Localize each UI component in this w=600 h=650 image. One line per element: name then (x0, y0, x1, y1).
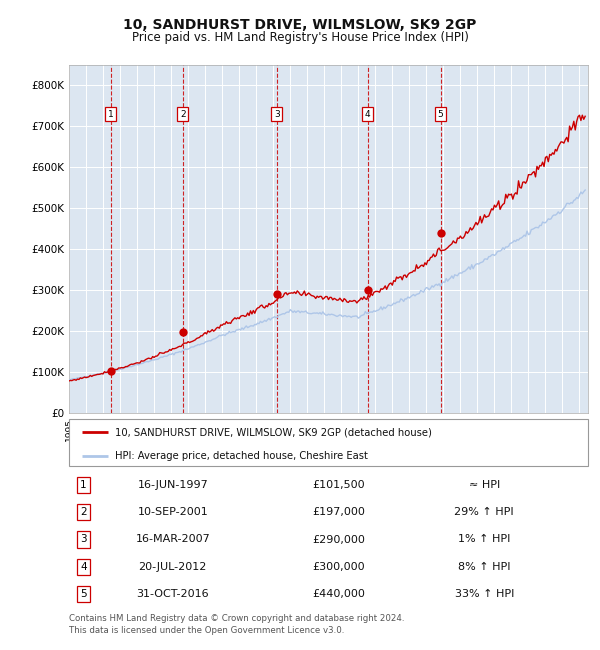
Text: 4: 4 (365, 110, 370, 118)
Text: 29% ↑ HPI: 29% ↑ HPI (454, 507, 514, 517)
Text: £197,000: £197,000 (313, 507, 365, 517)
Text: £101,500: £101,500 (313, 480, 365, 490)
Text: Contains HM Land Registry data © Crown copyright and database right 2024.
This d: Contains HM Land Registry data © Crown c… (69, 614, 404, 635)
Text: 5: 5 (80, 589, 87, 599)
Text: 8% ↑ HPI: 8% ↑ HPI (458, 562, 511, 572)
Text: £300,000: £300,000 (313, 562, 365, 572)
Text: 2: 2 (180, 110, 185, 118)
Text: 3: 3 (274, 110, 280, 118)
Text: 5: 5 (438, 110, 443, 118)
Text: 20-JUL-2012: 20-JUL-2012 (139, 562, 207, 572)
Text: 10-SEP-2001: 10-SEP-2001 (137, 507, 208, 517)
Text: 10, SANDHURST DRIVE, WILMSLOW, SK9 2GP (detached house): 10, SANDHURST DRIVE, WILMSLOW, SK9 2GP (… (115, 427, 431, 437)
Text: 31-OCT-2016: 31-OCT-2016 (136, 589, 209, 599)
Text: 1: 1 (108, 110, 114, 118)
Text: 16-JUN-1997: 16-JUN-1997 (137, 480, 208, 490)
Text: 33% ↑ HPI: 33% ↑ HPI (455, 589, 514, 599)
Text: 1: 1 (80, 480, 87, 490)
Text: HPI: Average price, detached house, Cheshire East: HPI: Average price, detached house, Ches… (115, 450, 368, 461)
Text: 2: 2 (80, 507, 87, 517)
Text: 10, SANDHURST DRIVE, WILMSLOW, SK9 2GP: 10, SANDHURST DRIVE, WILMSLOW, SK9 2GP (124, 18, 476, 32)
Text: £290,000: £290,000 (313, 534, 365, 545)
Text: 1% ↑ HPI: 1% ↑ HPI (458, 534, 511, 545)
Text: ≈ HPI: ≈ HPI (469, 480, 500, 490)
Text: £440,000: £440,000 (313, 589, 365, 599)
Text: Price paid vs. HM Land Registry's House Price Index (HPI): Price paid vs. HM Land Registry's House … (131, 31, 469, 44)
Text: 16-MAR-2007: 16-MAR-2007 (136, 534, 210, 545)
Text: 3: 3 (80, 534, 87, 545)
Text: 4: 4 (80, 562, 87, 572)
